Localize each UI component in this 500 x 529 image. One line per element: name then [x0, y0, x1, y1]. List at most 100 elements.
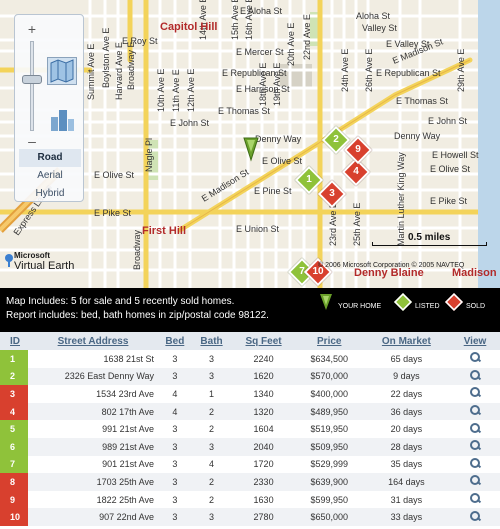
bed-count: 4: [172, 388, 178, 399]
column-header-view[interactable]: View: [463, 335, 487, 347]
legend-label: SOLD: [466, 303, 486, 310]
street-label: E Olive St: [94, 170, 135, 180]
street-label: 10th Ave E: [156, 69, 166, 112]
street-label: E Republican St: [222, 68, 287, 78]
street-label: E Howell St: [432, 150, 479, 160]
column-header-bed[interactable]: Bed: [165, 335, 185, 347]
table-row[interactable]: 4 802 17th Ave 4 2 1320 $489,950 36 days: [0, 402, 500, 421]
days-on-market: 33 days: [390, 512, 423, 523]
zoom-slider-track[interactable]: [30, 41, 34, 131]
street-address: 802 17th Ave: [101, 406, 154, 417]
street-label: E Pike St: [430, 196, 468, 206]
street-label: 14th Ave E: [198, 0, 208, 40]
square-feet: 1340: [253, 388, 274, 399]
results-table-container: ID Street Address Bed Bath Sq Feet Price…: [0, 332, 500, 529]
legend-label: LISTED: [415, 303, 440, 310]
street-label: 24th Ave E: [340, 49, 350, 92]
bath-count: 3: [209, 353, 215, 364]
square-feet: 1720: [253, 459, 274, 470]
your-home-icon: [320, 294, 332, 310]
row-id: 5: [0, 420, 28, 438]
info-bar: Map Includes: 5 for sale and 5 recently …: [0, 288, 500, 332]
bath-count: 3: [209, 512, 215, 523]
table-row[interactable]: 2 2326 East Denny Way 3 3 1620 $570,000 9 days: [0, 367, 500, 386]
square-feet: 1320: [253, 406, 274, 417]
street-label: 12th Ave E: [186, 69, 196, 112]
street-label: E Madison St: [200, 167, 251, 204]
row-id: 9: [0, 490, 28, 509]
table-row[interactable]: 3 1534 23rd Ave 4 1 1340 $400,000 22 days: [0, 385, 500, 403]
price: $634,500: [310, 353, 349, 364]
row-id: 2: [0, 367, 28, 386]
pin-label: 4: [353, 166, 359, 177]
column-header-bath[interactable]: Bath: [200, 335, 223, 347]
square-feet: 1604: [253, 424, 274, 435]
square-feet: 2330: [253, 476, 274, 487]
legend-label: YOUR HOME: [338, 303, 382, 310]
table-row[interactable]: 5 991 21st Ave 3 2 1604 $519,950 20 days: [0, 420, 500, 438]
street-address: 1703 25th Ave: [96, 476, 154, 487]
magnifier-icon[interactable]: [469, 493, 481, 504]
street-label: 15th Ave E: [230, 0, 240, 40]
magnifier-icon[interactable]: [469, 369, 481, 381]
row-id: 7: [0, 455, 28, 474]
scale-label: 0.5 miles: [408, 232, 451, 243]
pin-label: 1: [306, 174, 312, 185]
zoom-in-button[interactable]: +: [27, 21, 37, 37]
magnifier-icon[interactable]: [469, 440, 481, 451]
magnifier-icon[interactable]: [469, 457, 481, 469]
street-label: 25th Ave E: [352, 203, 362, 246]
scale-bar: [372, 242, 487, 246]
street-label: Aloha St: [356, 11, 391, 21]
street-label: E Republican St: [376, 68, 441, 78]
magnifier-icon[interactable]: [469, 475, 481, 486]
table-row[interactable]: 7 901 21st Ave 3 4 1720 $529,999 35 days: [0, 455, 500, 474]
table-row[interactable]: 10 907 22nd Ave 3 3 2780 $650,000 33 days: [0, 508, 500, 526]
row-id: 3: [0, 385, 28, 403]
table-row[interactable]: 9 1822 25th Ave 3 2 1630 $599,950 31 days: [0, 490, 500, 509]
map-type-road[interactable]: Road: [19, 149, 81, 167]
price: $650,000: [310, 512, 349, 523]
column-header-price[interactable]: Price: [317, 335, 342, 347]
column-header-address[interactable]: Street Address: [57, 335, 129, 347]
report-summary: Report includes: bed, bath homes in zip/…: [6, 310, 269, 321]
2d-map-icon[interactable]: [47, 57, 77, 85]
map-copyright: © 2006 Microsoft Corporation © 2005 NAVT…: [318, 262, 465, 269]
column-header-id[interactable]: ID: [10, 335, 20, 347]
table-row[interactable]: 1 1638 21st St 3 3 2240 $634,500 65 days: [0, 350, 500, 368]
table-row[interactable]: 6 989 21st Ave 3 3 2040 $509,950 28 days: [0, 437, 500, 456]
3d-buildings-icon[interactable]: [47, 105, 77, 135]
street-label: 22nd Ave E: [302, 14, 312, 60]
your-home-marker[interactable]: [243, 137, 259, 162]
bath-count: 2: [209, 494, 215, 505]
street-address: 991 21st Ave: [102, 424, 154, 435]
street-label: Denny Way: [394, 131, 441, 141]
map-view[interactable]: E Aloha St Aloha St Valley St E Roy St E…: [0, 0, 500, 288]
street-address: 1822 25th Ave: [96, 494, 154, 505]
zoom-out-button[interactable]: –: [28, 133, 36, 149]
days-on-market: 65 days: [390, 353, 423, 364]
street-label: 16th Ave E: [244, 0, 254, 40]
street-label: Nagle Pl: [144, 138, 154, 172]
magnifier-icon[interactable]: [469, 387, 481, 398]
street-address: 901 21st Ave: [102, 459, 154, 470]
price: $489,950: [310, 406, 349, 417]
street-map: E Aloha St Aloha St Valley St E Roy St E…: [0, 0, 500, 288]
magnifier-icon[interactable]: [469, 510, 481, 522]
column-header-sqft[interactable]: Sq Feet: [245, 335, 282, 347]
street-label: E Mercer St: [236, 47, 284, 57]
zoom-slider-handle[interactable]: [22, 75, 42, 84]
street-label: 29th Ave E: [456, 49, 466, 92]
magnifier-icon[interactable]: [469, 352, 481, 363]
map-type-hybrid[interactable]: Hybrid: [35, 188, 65, 199]
map-type-aerial[interactable]: Aerial: [37, 170, 63, 181]
magnifier-icon[interactable]: [469, 422, 481, 434]
square-feet: 1630: [253, 494, 274, 505]
magnifier-icon[interactable]: [469, 405, 481, 416]
view-cell: [450, 403, 500, 421]
street-label: Valley St: [362, 23, 397, 33]
street-label: E Harrison St: [236, 84, 290, 94]
column-header-market[interactable]: On Market: [381, 335, 431, 347]
table-row[interactable]: 8 1703 25th Ave 3 2 2330 $639,900 164 days: [0, 473, 500, 491]
price: $570,000: [310, 371, 349, 382]
